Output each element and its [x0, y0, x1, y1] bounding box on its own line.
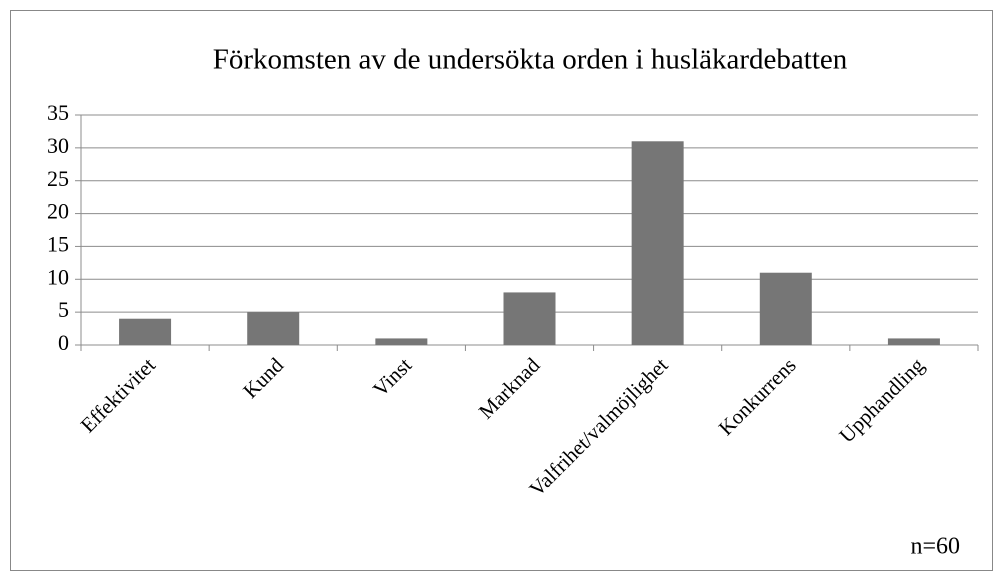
- chart-frame: [10, 10, 993, 571]
- y-tick-label: 10: [47, 264, 69, 289]
- chart-title: Förkomsten av de undersökta orden i husl…: [213, 44, 848, 76]
- bar: [375, 338, 428, 345]
- y-tick-label: 15: [47, 231, 69, 256]
- y-tick-label: 5: [58, 297, 69, 322]
- bar: [887, 338, 940, 345]
- bar: [119, 318, 172, 345]
- bar: [759, 272, 812, 345]
- y-tick-label: 20: [47, 199, 69, 224]
- y-tick-label: 35: [47, 100, 69, 125]
- y-tick-label: 30: [47, 133, 69, 158]
- bar: [247, 312, 300, 345]
- bar: [503, 292, 556, 345]
- annotation: n=60: [910, 534, 960, 560]
- bar: [631, 141, 684, 345]
- y-tick-label: 0: [58, 330, 69, 355]
- y-tick-label: 25: [47, 166, 69, 191]
